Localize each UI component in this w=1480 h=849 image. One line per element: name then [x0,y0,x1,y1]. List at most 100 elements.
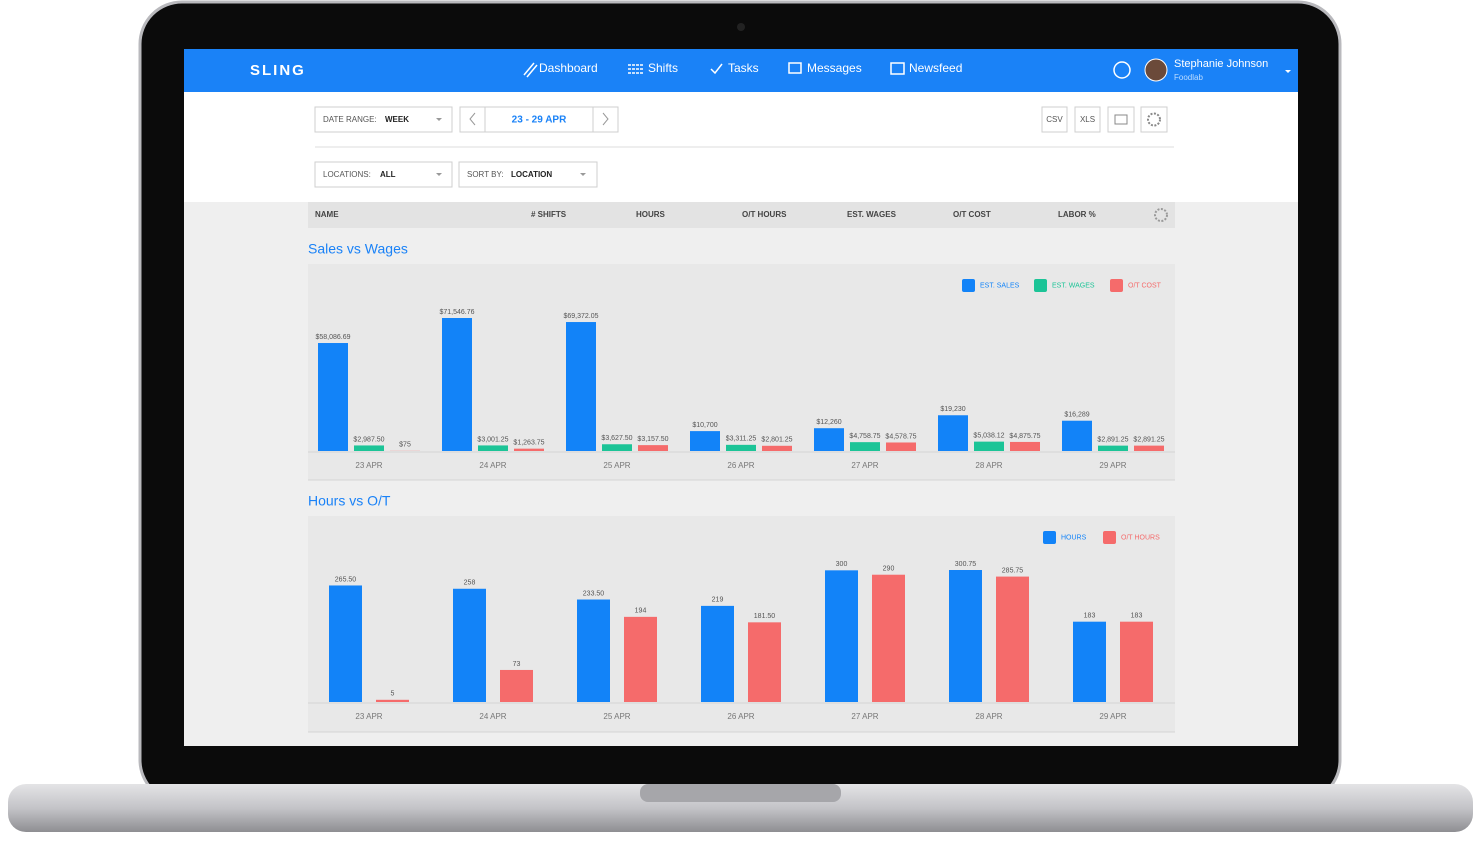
user-name[interactable]: Stephanie Johnson [1174,58,1268,70]
laptop-notch [640,784,841,802]
x-tick-label: 27 APR [851,461,878,470]
bar [1120,622,1153,702]
chart-title: Sales vs Wages [308,241,408,257]
legend-swatch [1103,531,1116,544]
column-header[interactable]: NAME [315,210,339,219]
bar [453,589,486,702]
export-label[interactable]: XLS [1080,115,1095,124]
value-label: $2,891.25 [1097,436,1128,443]
value-label: 194 [635,608,647,615]
date[interactable]: 23 - 29 APR [512,115,567,126]
value-label: $4,758.75 [849,433,880,440]
legend-swatch [1110,279,1123,292]
export-label[interactable]: CSV [1046,115,1063,124]
value-label: $12,260 [816,419,841,426]
value-label: 181.50 [754,613,776,620]
bar [638,445,668,451]
column-header[interactable]: EST. WAGES [847,210,897,219]
camera [737,23,745,31]
value-label: $16,289 [1064,412,1089,419]
bar [825,570,858,702]
value-label: 233.50 [583,590,605,597]
settings-button[interactable] [1141,107,1167,132]
x-tick-label: 28 APR [975,461,1002,470]
label: LOCATIONS: [323,170,371,179]
value-label: $19,230 [940,406,965,413]
bar [850,442,880,451]
x-tick-label: 25 APR [603,461,630,470]
value-label: 285.75 [1002,567,1024,574]
bar [602,444,632,451]
print-button[interactable] [1108,107,1134,132]
bar [1098,446,1128,451]
chart-panel [308,516,1175,732]
bar [442,318,472,451]
value-label: $3,311.25 [726,436,757,443]
value-label: 265.50 [335,576,357,583]
bar [938,415,968,451]
nav-item[interactable]: Tasks [728,61,759,75]
bar [354,445,384,451]
column-header[interactable]: # SHIFTS [531,210,567,219]
value: LOCATION [511,170,552,179]
x-tick-label: 29 APR [1099,461,1126,470]
bar [478,445,508,451]
bar [318,343,348,451]
legend-label: O/T COST [1128,282,1162,289]
value-label: $75 [399,442,411,449]
value-label: 183 [1084,613,1096,620]
label: SORT BY: [467,170,504,179]
value-label: $4,875.75 [1009,433,1040,440]
column-header[interactable]: O/T HOURS [742,210,787,219]
value-label: 300 [836,561,848,568]
user-org: Foodlab [1174,73,1203,82]
column-header[interactable]: HOURS [636,210,666,219]
bar [762,446,792,451]
value-label: $3,157.50 [637,436,668,443]
value: ALL [380,170,396,179]
x-tick-label: 26 APR [727,461,754,470]
legend-swatch [1043,531,1056,544]
x-tick-label: 27 APR [851,712,878,721]
value-label: $10,700 [692,422,717,429]
x-tick-label: 24 APR [479,712,506,721]
value-label: 290 [883,566,895,573]
bar [1010,442,1040,451]
value-label: $2,801.25 [761,437,792,444]
bar [974,442,1004,451]
bar [624,617,657,702]
bar [701,606,734,702]
value-label: 258 [464,580,476,587]
bar [886,442,916,451]
bar [514,449,544,451]
x-tick-label: 23 APR [355,461,382,470]
value: WEEK [385,115,409,124]
legend-label: HOURS [1061,534,1087,541]
value-label: $3,001.25 [477,436,508,443]
bar [690,431,720,451]
label: DATE RANGE: [323,115,377,124]
column-header[interactable]: O/T COST [953,210,991,219]
value-label: 219 [712,597,724,604]
value-label: $5,038.12 [973,432,1004,439]
avatar[interactable] [1145,59,1167,81]
nav-item[interactable]: Messages [807,61,862,75]
value-label: $2,987.50 [353,436,384,443]
value-label: 5 [391,691,395,698]
chart-title: Hours vs O/T [308,493,391,509]
legend-label: EST. WAGES [1052,282,1095,289]
column-header[interactable]: LABOR % [1058,210,1096,219]
bar [1062,421,1092,451]
value-label: 183 [1131,613,1143,620]
nav-item[interactable]: Dashboard [539,61,598,75]
legend-swatch [1034,279,1047,292]
bar [1134,446,1164,451]
bar [872,575,905,702]
x-tick-label: 26 APR [727,712,754,721]
nav-item[interactable]: Shifts [648,61,678,75]
value-label: 300.75 [955,561,977,568]
nav-item[interactable]: Newsfeed [909,61,962,75]
value-label: $71,546.76 [439,309,474,316]
value-label: $69,372.05 [563,313,598,320]
